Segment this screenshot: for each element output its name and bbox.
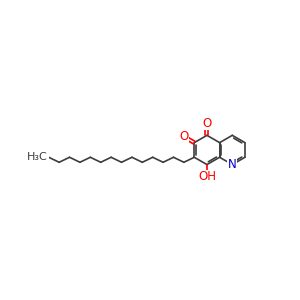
Text: H₃C: H₃C	[27, 152, 48, 162]
Text: O: O	[202, 116, 212, 130]
Text: OH: OH	[198, 170, 216, 183]
Text: O: O	[179, 130, 188, 143]
Text: N: N	[228, 158, 237, 171]
